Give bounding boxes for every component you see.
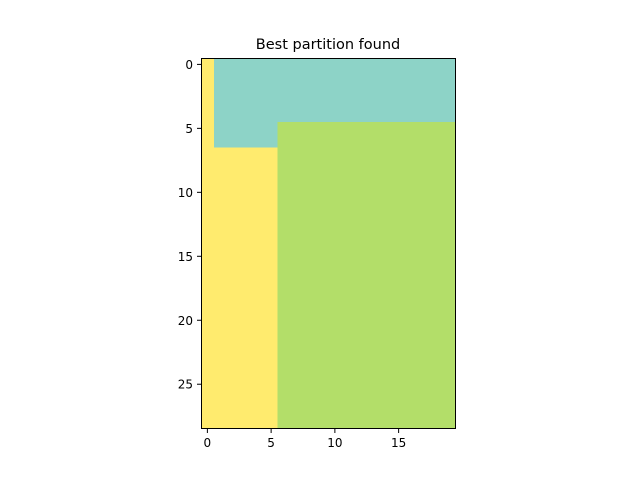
- y-tick-label: 10: [178, 186, 193, 200]
- axes-frame: [201, 58, 456, 429]
- y-tick-label: 25: [178, 378, 193, 392]
- y-tick-label: 20: [178, 314, 193, 328]
- chart-title: Best partition found: [256, 37, 400, 53]
- partition-region-0-0: [201, 58, 214, 429]
- y-axis: 0 5 10 15 20 25: [178, 58, 201, 392]
- x-axis: 0 5 10 15: [204, 429, 406, 450]
- y-tick-label: 0: [185, 58, 193, 72]
- partition-region-1-3: [277, 58, 456, 122]
- x-tick-label: 10: [327, 436, 342, 450]
- x-tick-label: 0: [204, 436, 212, 450]
- y-tick-label: 5: [185, 122, 193, 136]
- partition-region-2-4: [277, 121, 456, 429]
- y-tick-label: 15: [178, 250, 193, 264]
- partition-region-0-1: [213, 147, 278, 429]
- partition-region-1-2: [213, 58, 278, 148]
- x-tick-label: 5: [267, 436, 275, 450]
- x-tick-label: 15: [391, 436, 406, 450]
- heatmap-image: [201, 58, 456, 429]
